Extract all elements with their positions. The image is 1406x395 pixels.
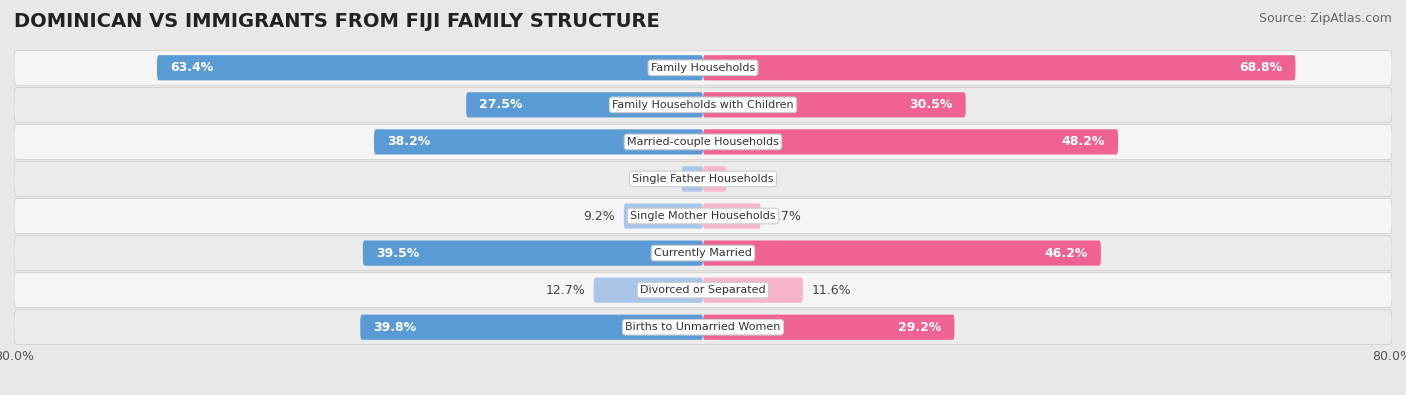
Text: Divorced or Separated: Divorced or Separated [640, 285, 766, 295]
Text: 27.5%: 27.5% [479, 98, 523, 111]
Text: 48.2%: 48.2% [1062, 135, 1105, 149]
FancyBboxPatch shape [703, 203, 761, 229]
Text: 39.5%: 39.5% [375, 246, 419, 260]
Text: Source: ZipAtlas.com: Source: ZipAtlas.com [1258, 12, 1392, 25]
Text: 30.5%: 30.5% [910, 98, 953, 111]
FancyBboxPatch shape [703, 129, 1118, 154]
Text: Family Households: Family Households [651, 63, 755, 73]
Text: Single Father Households: Single Father Households [633, 174, 773, 184]
Text: 46.2%: 46.2% [1045, 246, 1088, 260]
FancyBboxPatch shape [624, 203, 703, 229]
FancyBboxPatch shape [14, 87, 1392, 122]
Text: 9.2%: 9.2% [583, 209, 616, 222]
Text: 11.6%: 11.6% [811, 284, 851, 297]
Text: Family Households with Children: Family Households with Children [612, 100, 794, 110]
Text: 6.7%: 6.7% [769, 209, 801, 222]
Text: 63.4%: 63.4% [170, 61, 214, 74]
FancyBboxPatch shape [703, 241, 1101, 266]
FancyBboxPatch shape [14, 310, 1392, 344]
Text: DOMINICAN VS IMMIGRANTS FROM FIJI FAMILY STRUCTURE: DOMINICAN VS IMMIGRANTS FROM FIJI FAMILY… [14, 12, 659, 31]
FancyBboxPatch shape [682, 166, 703, 192]
Text: Currently Married: Currently Married [654, 248, 752, 258]
FancyBboxPatch shape [703, 314, 955, 340]
FancyBboxPatch shape [703, 278, 803, 303]
Text: 2.5%: 2.5% [641, 173, 673, 186]
Text: 2.7%: 2.7% [735, 173, 766, 186]
FancyBboxPatch shape [360, 314, 703, 340]
Text: 38.2%: 38.2% [387, 135, 430, 149]
Text: 12.7%: 12.7% [546, 284, 585, 297]
Text: 29.2%: 29.2% [898, 321, 942, 334]
FancyBboxPatch shape [14, 199, 1392, 233]
FancyBboxPatch shape [703, 166, 727, 192]
Text: Married-couple Households: Married-couple Households [627, 137, 779, 147]
Text: Births to Unmarried Women: Births to Unmarried Women [626, 322, 780, 332]
FancyBboxPatch shape [14, 51, 1392, 85]
FancyBboxPatch shape [14, 124, 1392, 159]
FancyBboxPatch shape [703, 92, 966, 117]
FancyBboxPatch shape [157, 55, 703, 81]
FancyBboxPatch shape [703, 55, 1295, 81]
Text: 68.8%: 68.8% [1240, 61, 1282, 74]
FancyBboxPatch shape [593, 278, 703, 303]
FancyBboxPatch shape [14, 236, 1392, 271]
FancyBboxPatch shape [14, 162, 1392, 196]
Text: Single Mother Households: Single Mother Households [630, 211, 776, 221]
FancyBboxPatch shape [363, 241, 703, 266]
FancyBboxPatch shape [467, 92, 703, 117]
Text: 39.8%: 39.8% [373, 321, 416, 334]
FancyBboxPatch shape [14, 273, 1392, 308]
FancyBboxPatch shape [374, 129, 703, 154]
